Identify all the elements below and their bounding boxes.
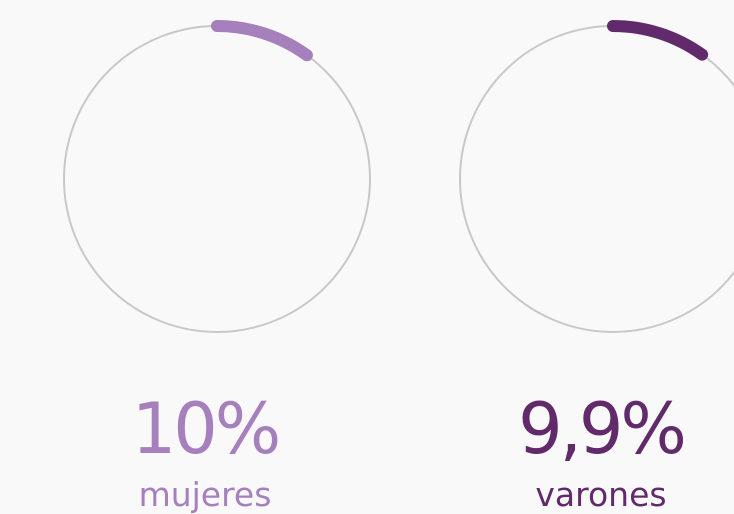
ring-track <box>459 25 734 333</box>
ring-progress <box>607 20 709 61</box>
ring-track <box>63 25 371 333</box>
category-label: varones <box>535 475 666 514</box>
ring-progress <box>211 20 313 62</box>
value-label: 10% <box>132 388 279 470</box>
value-label: 9,9% <box>518 388 684 470</box>
category-label: mujeres <box>139 475 272 514</box>
